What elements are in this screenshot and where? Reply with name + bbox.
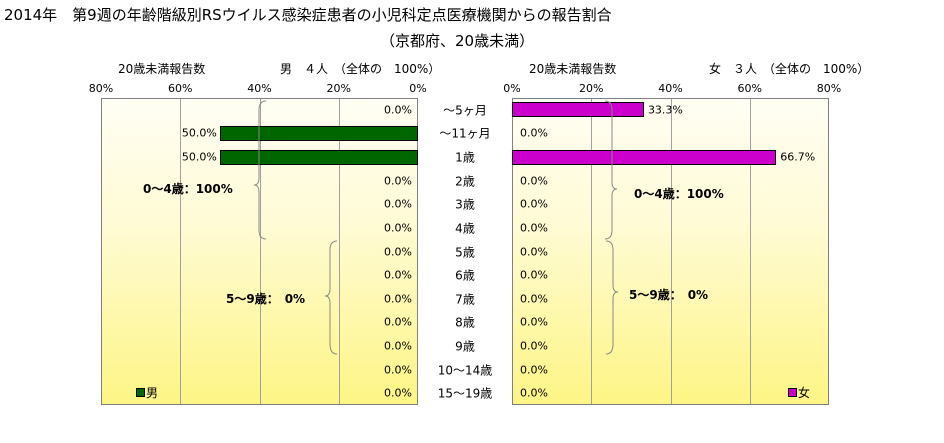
female-legend-swatch — [788, 388, 797, 397]
female-x-tick: 60% — [737, 82, 762, 95]
female-value-label: 0.0% — [520, 292, 548, 306]
age-category-label: 7歳 — [455, 292, 475, 307]
female-group-label-0-4: 0～4歳：100% — [634, 187, 724, 201]
male-value-label: 0.0% — [384, 245, 412, 258]
female-value-label: 0.0% — [520, 174, 548, 188]
male-gridline — [338, 99, 340, 404]
female-value-label: 0.0% — [520, 221, 548, 235]
female-value-label: 0.0% — [520, 126, 548, 140]
male-bar — [219, 125, 418, 141]
female-x-tick: 80% — [816, 82, 842, 95]
male-value-label: 50.0% — [181, 126, 217, 140]
male-subtitle-count: 20歳未満報告数 — [118, 62, 206, 76]
female-gridline — [749, 99, 751, 404]
female-gridline — [670, 99, 672, 404]
male-value-label: 0.0% — [384, 174, 412, 188]
male-subtitle-total: 男 ４人 （全体の 100%） — [280, 62, 441, 76]
age-category-label: 1歳 — [455, 150, 475, 165]
female-value-label: 66.7% — [780, 150, 816, 164]
female-value-label: 0.0% — [520, 386, 548, 400]
age-category-label: 4歳 — [455, 221, 475, 236]
male-group-label-0-4: 0～4歳：100% — [143, 182, 233, 196]
male-legend-label: 男 — [146, 386, 159, 400]
male-gridline — [180, 99, 182, 404]
female-subtitle-total: 女 ３人 （全体の 100%） — [709, 62, 870, 76]
female-legend: 女 — [788, 384, 810, 401]
age-category-label: 15～19歳 — [437, 386, 493, 401]
male-value-label: 0.0% — [384, 197, 412, 211]
female-value-label: 0.0% — [520, 315, 548, 329]
male-legend-swatch — [136, 388, 145, 397]
chart-title: 2014年 第9週の年齢階級別RSウイルス感染症患者の小児科定点医療機関からの報… — [4, 6, 612, 24]
male-x-tick: 60% — [168, 82, 193, 95]
female-legend-label: 女 — [798, 386, 811, 400]
male-gridline — [259, 99, 261, 404]
female-plot-area — [512, 98, 829, 405]
male-value-label: 0.0% — [384, 315, 412, 329]
male-x-tick: 20% — [326, 82, 351, 95]
chart-subtitle: （京都府、20歳未満） — [380, 32, 535, 50]
male-value-label: 0.0% — [384, 339, 412, 353]
male-x-tick: 40% — [247, 82, 272, 95]
age-category-label: ～5ヶ月 — [443, 103, 487, 118]
male-group-label-5-9: 5～9歳： 0% — [226, 292, 306, 306]
male-value-label: 0.0% — [384, 268, 412, 282]
age-category-label: 6歳 — [455, 268, 475, 283]
age-category-label: 2歳 — [455, 174, 475, 189]
male-x-tick: 0% — [409, 82, 427, 95]
male-value-label: 0.0% — [384, 103, 412, 117]
age-category-label: 5歳 — [455, 245, 475, 259]
female-value-label: 0.0% — [520, 197, 548, 211]
age-category-label: 10～14歳 — [437, 363, 493, 378]
male-value-label: 50.0% — [181, 150, 217, 164]
male-plot-area — [101, 98, 418, 405]
age-category-label: 8歳 — [455, 315, 475, 330]
age-category-label: ～11ヶ月 — [439, 126, 491, 141]
age-category-label: 3歳 — [455, 197, 475, 212]
female-gridline — [591, 99, 593, 404]
age-category-label: 9歳 — [455, 339, 475, 354]
female-x-tick: 40% — [658, 82, 683, 95]
female-value-label: 0.0% — [520, 339, 548, 353]
female-value-label: 0.0% — [520, 363, 548, 377]
male-x-tick: 80% — [88, 82, 114, 95]
female-bar — [512, 102, 644, 118]
female-bar — [512, 149, 777, 165]
male-value-label: 0.0% — [384, 386, 412, 400]
female-value-label: 0.0% — [520, 245, 548, 258]
female-x-tick: 20% — [579, 82, 604, 95]
female-x-tick: 0% — [503, 82, 521, 95]
female-group-label-5-9: 5～9歳： 0% — [629, 288, 709, 302]
male-value-label: 0.0% — [384, 221, 412, 235]
female-subtitle-count: 20歳未満報告数 — [529, 62, 617, 76]
male-value-label: 0.0% — [384, 363, 412, 377]
male-legend: 男 — [136, 384, 158, 401]
female-value-label: 0.0% — [520, 268, 548, 282]
female-value-label: 33.3% — [647, 103, 683, 117]
male-bar — [219, 149, 418, 165]
male-value-label: 0.0% — [384, 292, 412, 306]
